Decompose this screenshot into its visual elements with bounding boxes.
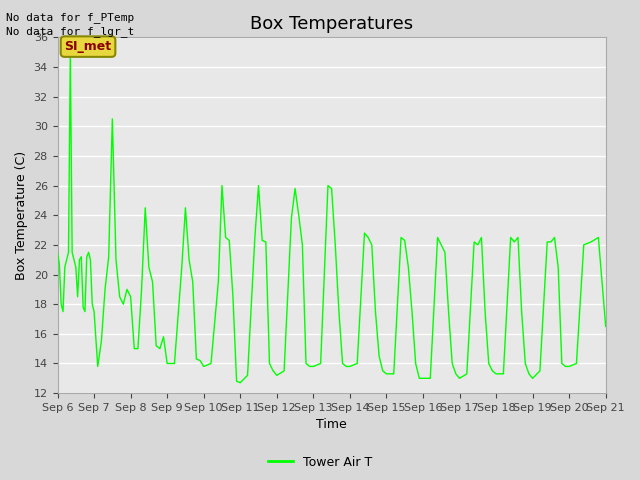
Text: No data for f_PTemp: No data for f_PTemp (6, 12, 134, 23)
Text: SI_met: SI_met (65, 40, 111, 53)
Legend: Tower Air T: Tower Air T (263, 451, 377, 474)
Text: No data for f_lgr_t: No data for f_lgr_t (6, 26, 134, 37)
X-axis label: Time: Time (316, 419, 347, 432)
Title: Box Temperatures: Box Temperatures (250, 15, 413, 33)
Y-axis label: Box Temperature (C): Box Temperature (C) (15, 151, 28, 280)
